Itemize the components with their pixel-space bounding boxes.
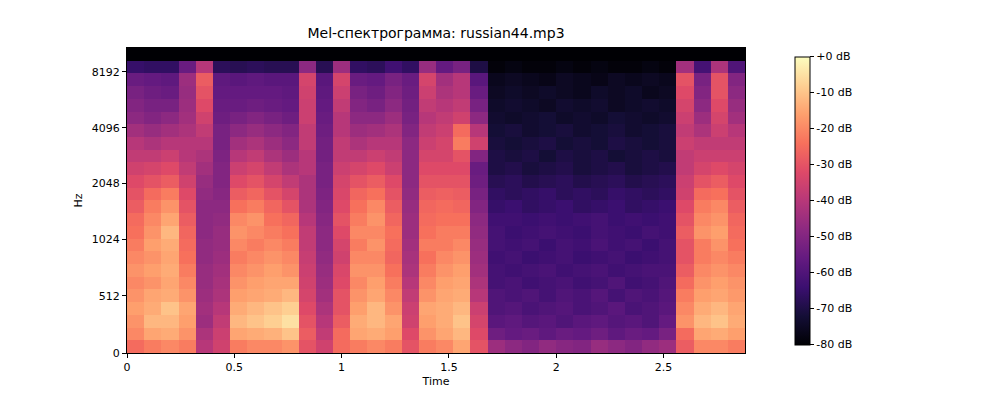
svg-text:2: 2: [553, 361, 560, 374]
svg-text:Mel-спектрограмма: russian44.m: Mel-спектрограмма: russian44.mp3: [307, 25, 564, 41]
svg-text:0.5: 0.5: [226, 361, 244, 374]
svg-text:1.5: 1.5: [440, 361, 458, 374]
svg-text:-30 dB: -30 dB: [816, 158, 852, 171]
svg-text:4096: 4096: [92, 122, 120, 135]
svg-text:Hz: Hz: [72, 193, 85, 207]
svg-text:1: 1: [338, 361, 345, 374]
svg-text:Time: Time: [422, 375, 450, 388]
svg-text:-80 dB: -80 dB: [816, 338, 852, 351]
svg-text:-50 dB: -50 dB: [816, 230, 852, 243]
svg-text:-40 dB: -40 dB: [816, 194, 852, 207]
svg-text:512: 512: [99, 290, 120, 303]
svg-text:1024: 1024: [92, 233, 120, 246]
svg-text:+0 dB: +0 dB: [816, 50, 850, 63]
svg-text:-10 dB: -10 dB: [816, 86, 852, 99]
svg-text:8192: 8192: [92, 66, 120, 79]
svg-text:-60 dB: -60 dB: [816, 266, 852, 279]
svg-text:0: 0: [124, 361, 131, 374]
svg-text:-20 dB: -20 dB: [816, 122, 852, 135]
svg-text:0: 0: [113, 347, 120, 360]
svg-text:2048: 2048: [92, 177, 120, 190]
svg-text:2.5: 2.5: [655, 361, 673, 374]
svg-text:-70 dB: -70 dB: [816, 302, 852, 315]
